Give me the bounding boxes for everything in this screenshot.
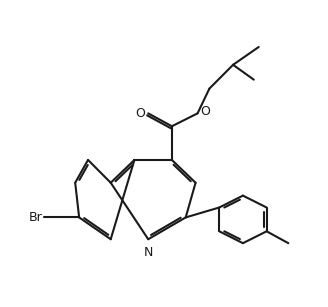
Text: Br: Br — [28, 211, 42, 224]
Text: O: O — [135, 107, 145, 120]
Text: N: N — [144, 246, 153, 259]
Text: O: O — [200, 105, 210, 118]
